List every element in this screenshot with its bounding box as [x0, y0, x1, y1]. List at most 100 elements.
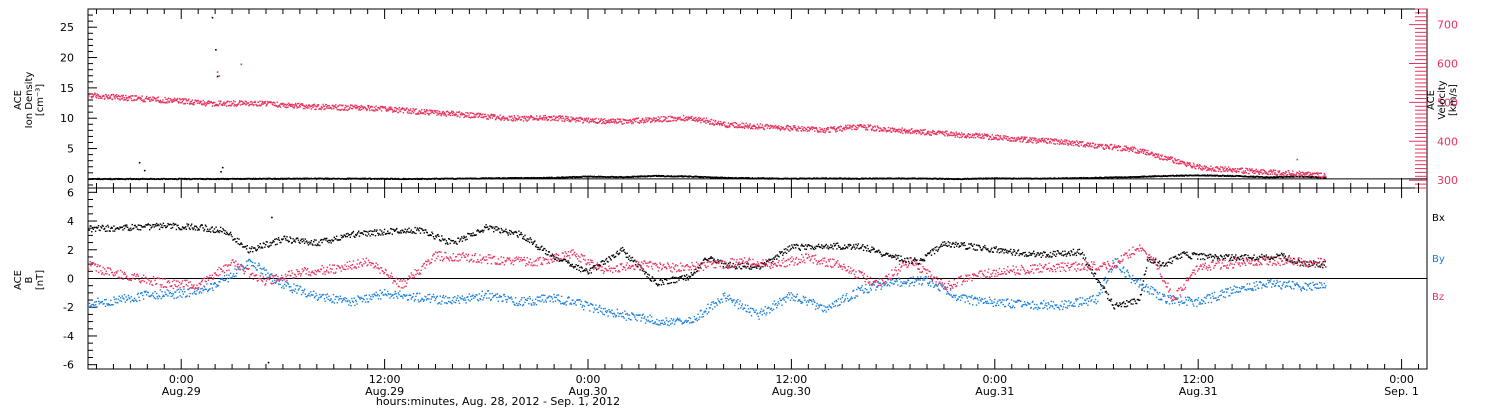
velocity-point	[164, 96, 166, 99]
velocity-point	[995, 137, 997, 139]
velocity-point	[445, 114, 447, 116]
velocity-point	[923, 134, 926, 136]
velocity-point	[124, 98, 126, 101]
velocity-point	[247, 102, 250, 104]
velocity-point	[1026, 141, 1029, 143]
velocity-point	[1010, 137, 1012, 139]
velocity-point	[717, 121, 719, 124]
velocity-point	[856, 128, 858, 130]
velocity-point	[936, 133, 938, 136]
velocity-point	[833, 127, 836, 130]
velocity-point	[947, 133, 950, 135]
velocity-point	[756, 123, 759, 126]
velocity-point	[155, 98, 157, 100]
velocity-point	[436, 112, 439, 114]
velocity-point	[326, 107, 328, 109]
velocity-point	[525, 119, 527, 121]
velocity-point	[801, 125, 803, 128]
ion-density-point	[639, 175, 641, 177]
velocity-point	[907, 130, 910, 133]
velocity-point	[619, 118, 622, 120]
velocity-point	[952, 134, 954, 136]
velocity-point	[996, 134, 999, 136]
ion-density-point	[1185, 174, 1188, 176]
velocity-point	[1124, 148, 1126, 150]
velocity-point	[488, 115, 490, 117]
velocity-point	[555, 116, 558, 119]
velocity-point	[1100, 144, 1102, 146]
velocity-point	[253, 101, 256, 103]
velocity-point	[687, 118, 689, 121]
velocity-point	[720, 123, 722, 125]
velocity-point	[450, 111, 452, 114]
velocity-point	[1058, 139, 1060, 141]
velocity-point	[370, 105, 373, 108]
velocity-point	[712, 123, 714, 125]
velocity-point	[265, 100, 267, 103]
velocity-point	[690, 116, 692, 118]
velocity-point	[395, 107, 397, 109]
velocity-point	[157, 99, 159, 101]
velocity-point	[731, 122, 734, 124]
velocity-point	[376, 109, 379, 112]
velocity-point	[158, 100, 160, 102]
velocity-point	[503, 119, 505, 121]
velocity-point	[128, 95, 130, 98]
velocity-point	[518, 117, 520, 119]
velocity-point	[211, 101, 213, 104]
velocity-point	[448, 111, 450, 114]
velocity-point	[938, 132, 941, 134]
velocity-point	[1125, 146, 1128, 149]
velocity-point	[1028, 141, 1030, 143]
velocity-point	[907, 132, 909, 134]
velocity-point	[192, 102, 195, 104]
velocity-point	[441, 111, 444, 113]
velocity-point	[874, 125, 876, 127]
velocity-point	[1054, 138, 1056, 140]
velocity-point	[471, 116, 473, 119]
velocity-point	[964, 135, 966, 137]
velocity-point	[785, 127, 787, 130]
velocity-point	[443, 111, 446, 114]
velocity-point	[182, 99, 184, 101]
velocity-point	[117, 95, 119, 97]
velocity-point	[647, 119, 650, 121]
velocity-point	[1086, 143, 1088, 145]
velocity-point	[114, 98, 116, 100]
velocity-point	[1005, 137, 1008, 140]
velocity-point	[1129, 147, 1132, 149]
velocity-point	[1084, 144, 1086, 146]
velocity-point	[328, 107, 330, 109]
velocity-point	[216, 103, 218, 106]
velocity-point	[497, 115, 499, 118]
velocity-point	[606, 121, 608, 123]
velocity-point	[804, 129, 806, 132]
velocity-point	[340, 109, 342, 111]
velocity-point	[528, 118, 530, 120]
velocity-point	[621, 123, 624, 125]
velocity-point	[1018, 138, 1020, 140]
velocity-point	[695, 116, 697, 119]
velocity-point	[490, 114, 492, 116]
velocity-point	[215, 104, 217, 107]
velocity-point	[991, 138, 993, 140]
velocity-point	[953, 134, 955, 136]
velocity-point	[795, 128, 797, 130]
velocity-point	[746, 126, 748, 128]
velocity-point	[1114, 144, 1116, 146]
velocity-point	[122, 96, 124, 98]
velocity-point	[164, 102, 167, 104]
velocity-point	[763, 128, 766, 131]
velocity-point	[554, 117, 557, 120]
velocity-point	[1013, 137, 1016, 139]
velocity-point	[438, 112, 440, 115]
velocity-point	[348, 108, 350, 110]
velocity-point	[141, 95, 143, 97]
velocity-point	[820, 131, 822, 133]
velocity-point	[802, 130, 805, 132]
velocity-point	[927, 130, 929, 133]
velocity-point	[965, 137, 967, 139]
velocity-point	[126, 100, 128, 102]
velocity-point	[533, 118, 536, 121]
velocity-point	[958, 132, 960, 134]
